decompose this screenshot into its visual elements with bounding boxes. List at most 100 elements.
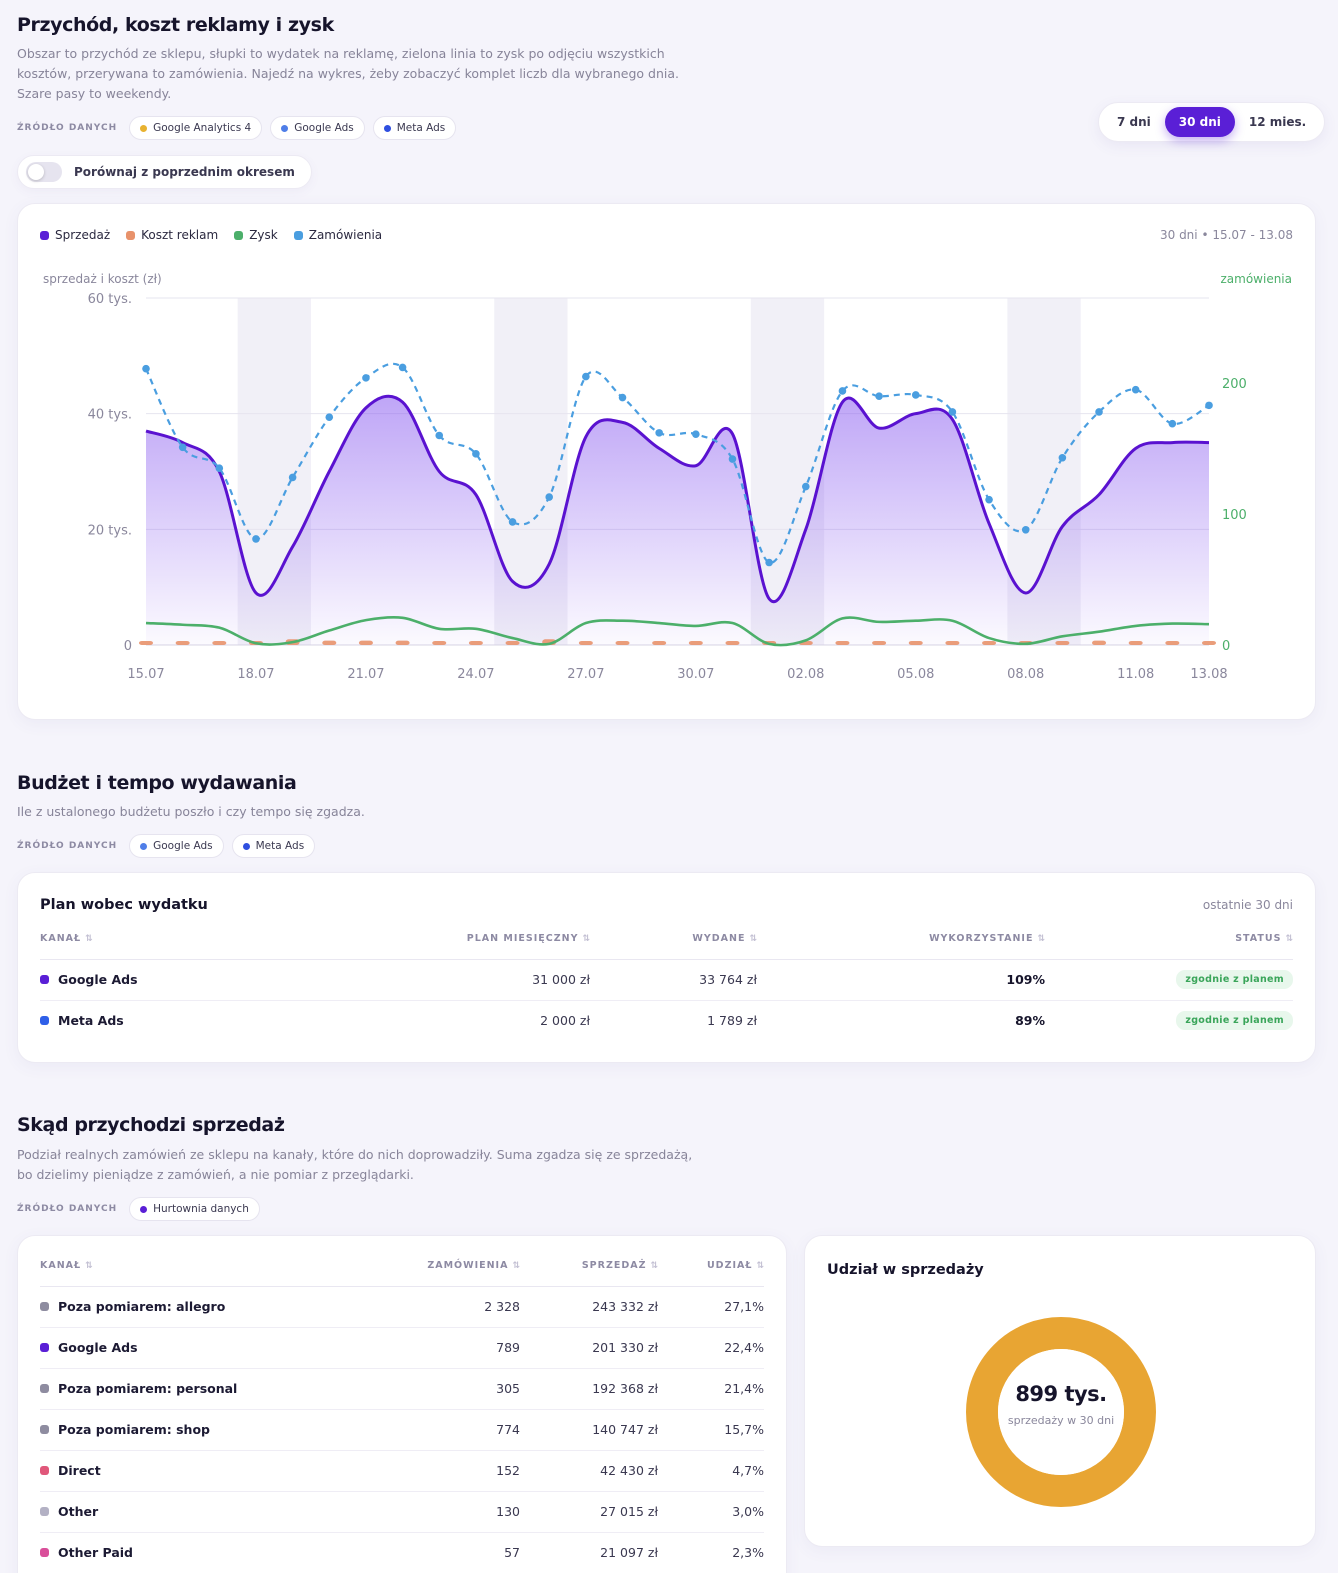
orders-point (472, 450, 480, 458)
source-chip-warehouse[interactable]: Hurtownia danych (129, 1197, 260, 1221)
sales-value: 192 368 zł (520, 1368, 658, 1410)
y2-axis-label: zamówienia (1220, 272, 1292, 286)
orders-point (508, 518, 517, 526)
channel-name: Direct (58, 1463, 101, 1478)
table-row[interactable]: Direct 152 42 430 zł 4,7% (40, 1450, 764, 1492)
ad-cost-bar (688, 641, 703, 645)
y-tick-label: 0 (124, 639, 132, 654)
source-chip-google-ads[interactable]: Google Ads (270, 116, 365, 140)
orders-point (692, 430, 700, 438)
ad-cost-bar (835, 640, 850, 645)
sales-share-donut[interactable] (965, 1316, 1157, 1508)
range-7-days-button[interactable]: 7 dni (1117, 115, 1151, 129)
channel-swatch-icon (40, 1425, 49, 1434)
ad-cost-bar (358, 640, 373, 645)
orders-point (325, 413, 334, 421)
sales-channel-table: KANAŁ ⇅ ZAMÓWIENIA ⇅ SPRZEDAŻ ⇅ UDZIAŁ ⇅ Poz… (40, 1246, 764, 1573)
ad-cost-bar (908, 640, 923, 645)
table-row[interactable]: Google Ads 31 000 zł 33 764 zł 109% zgod… (40, 959, 1293, 1001)
source-dot-icon (281, 124, 289, 132)
column-label: KANAŁ (40, 933, 82, 945)
x-tick-label: 15.07 (127, 667, 164, 682)
source-dot-icon (242, 842, 250, 850)
section-budget-description: Ile z ustalonego budżetu poszło i czy te… (17, 804, 365, 819)
orders-point (545, 493, 554, 501)
table-row[interactable]: Poza pomiarem: shop 774 140 747 zł 15,7% (40, 1409, 764, 1451)
sort-icon: ⇅ (512, 1261, 520, 1272)
revenue-chart-svg[interactable]: sprzedaż i koszt (zł) zamówienia 60 tys.… (18, 204, 1317, 721)
source-chip-meta-ads[interactable]: Meta Ads (231, 834, 316, 858)
col-usage[interactable]: WYKORZYSTANIE ⇅ (757, 919, 1045, 960)
ad-cost-bar (1202, 640, 1216, 645)
table-row[interactable]: Poza pomiarem: personal 305 192 368 zł 21,4… (40, 1368, 764, 1410)
section-budget-title: Budżet i tempo wydawania (17, 772, 297, 794)
table-row[interactable]: Other 130 27 015 zł 3,0% (40, 1491, 764, 1533)
column-label: WYKORZYSTANIE (929, 933, 1034, 945)
table-row[interactable]: Other Paid 57 21 097 zł 2,3% (40, 1532, 764, 1573)
col-share[interactable]: UDZIAŁ ⇅ (658, 1246, 764, 1287)
ad-cost-bar (505, 641, 520, 645)
orders-point (142, 364, 150, 373)
sales-line (145, 394, 1210, 603)
ad-cost-bar (139, 640, 153, 645)
source-dot-icon (140, 1205, 148, 1213)
source-chip-label: Google Ads (153, 840, 213, 852)
table-row[interactable]: Poza pomiarem: allegro 2 328 243 332 zł 27,… (40, 1286, 764, 1328)
donut-caption: sprzedaży w 30 dni (1007, 1414, 1115, 1427)
channel-name: Google Ads (58, 1340, 138, 1355)
section-sales-source-title: Skąd przychodzi sprzedaż (17, 1114, 285, 1136)
legend-sales[interactable]: Sprzedaż (40, 228, 110, 242)
ad-cost-bar (945, 640, 960, 645)
range-12-months-button[interactable]: 12 mies. (1248, 115, 1307, 129)
source-chip-label: Meta Ads (255, 840, 305, 852)
source-dot-icon (383, 124, 391, 132)
col-channel[interactable]: KANAŁ ⇅ (40, 919, 320, 960)
status-badge: zgodnie z planem (1176, 1011, 1293, 1031)
source-chip-label: Google Ads (294, 122, 354, 134)
table-row[interactable]: Meta Ads 2 000 zł 1 789 zł 89% zgodnie z… (40, 1000, 1293, 1041)
donut-ring (966, 1317, 1156, 1507)
orders-point (1205, 401, 1213, 410)
ad-cost-bar (578, 641, 593, 645)
section-revenue-title: Przychód, koszt reklamy i zysk (17, 14, 334, 36)
sort-icon: ⇅ (1037, 934, 1045, 945)
x-tick-label: 24.07 (457, 667, 494, 682)
orders-value: 305 (340, 1368, 520, 1410)
source-chip-meta-ads[interactable]: Meta Ads (372, 116, 457, 140)
toggle-switch[interactable] (26, 162, 62, 182)
col-monthly-plan[interactable]: PLAN MIESIĘCZNY ⇅ (320, 919, 590, 960)
legend-orders[interactable]: Zamówienia (293, 228, 383, 242)
sales-area (146, 396, 1209, 645)
column-label: ZAMÓWIENIA (427, 1260, 509, 1272)
table-row[interactable]: Google Ads 789 201 330 zł 22,4% (40, 1327, 764, 1369)
ad-cost-bar (1055, 640, 1070, 645)
channel-swatch-icon (40, 1548, 49, 1558)
legend-ad-cost[interactable]: Koszt reklam (126, 228, 218, 242)
orders-point (178, 443, 187, 452)
legend-label: Zamówienia (308, 228, 383, 242)
spent-value: 1 789 zł (707, 1013, 757, 1029)
col-sales[interactable]: SPRZEDAŻ ⇅ (520, 1246, 658, 1287)
legend-label: Zysk (249, 228, 278, 242)
sort-icon: ⇅ (756, 1261, 764, 1272)
sort-icon: ⇅ (85, 1261, 93, 1272)
sales-value: 42 430 zł (520, 1450, 658, 1492)
sales-sources-row: ŹRÓDŁO DANYCH Hurtownia danych (17, 1197, 260, 1221)
col-orders[interactable]: ZAMÓWIENIA ⇅ (340, 1246, 520, 1287)
col-status[interactable]: STATUS ⇅ (1045, 919, 1293, 960)
desc-line: bo dzielimy pieniądze z zamówień, a nie … (17, 1167, 414, 1182)
column-label: UDZIAŁ (706, 1260, 753, 1272)
orders-point (362, 374, 370, 382)
ad-cost-bar (725, 641, 740, 645)
source-chip-ga4[interactable]: Google Analytics 4 (129, 116, 263, 140)
data-source-label: ŹRÓDŁO DANYCH (17, 123, 118, 133)
table-header-row: KANAŁ ⇅ PLAN MIESIĘCZNY ⇅ WYDANE ⇅ WYKORZYS… (40, 919, 1293, 960)
source-chip-google-ads[interactable]: Google Ads (129, 834, 224, 858)
col-channel[interactable]: KANAŁ ⇅ (40, 1246, 340, 1287)
compare-period-toggle[interactable]: Porównaj z poprzednim okresem (17, 155, 312, 189)
orders-value: 152 (340, 1450, 520, 1492)
legend-profit[interactable]: Zysk (234, 228, 278, 242)
share-value: 15,7% (658, 1409, 764, 1451)
range-30-days-button[interactable]: 30 dni (1164, 107, 1235, 137)
col-spent[interactable]: WYDANE ⇅ (590, 919, 757, 960)
